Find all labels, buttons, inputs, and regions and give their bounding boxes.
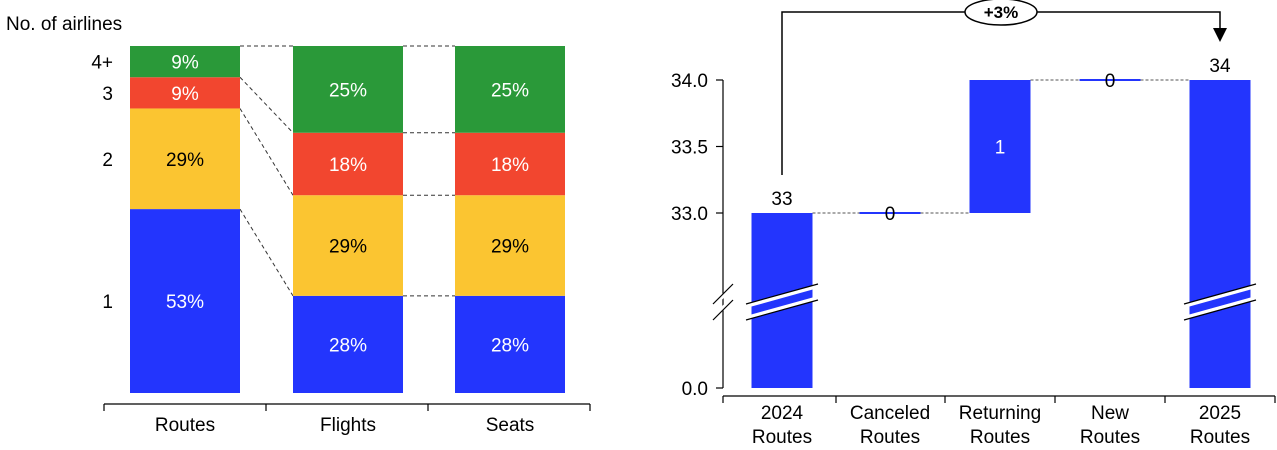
y-tick-label: 0.0 xyxy=(682,379,708,400)
bar-segment-routes-3 xyxy=(130,77,240,109)
bar-segment-seats-2 xyxy=(455,195,565,296)
data-label: 9% xyxy=(171,84,199,105)
series-label-1: 1 xyxy=(102,292,113,313)
x-tick-label: Routes xyxy=(752,427,812,448)
series-label-4plus: 4+ xyxy=(91,53,113,74)
connector-line xyxy=(239,108,294,196)
waterfall-bar-2025-routes xyxy=(1189,80,1251,388)
data-label: 53% xyxy=(166,292,204,313)
x-tick-label: Routes xyxy=(1080,427,1140,448)
change-arrow-head xyxy=(1213,28,1227,42)
x-tick-label: Routes xyxy=(970,427,1030,448)
data-label: 29% xyxy=(329,237,367,258)
waterfall-value-label: 34 xyxy=(1209,56,1231,77)
bar-segment-seats-4plus xyxy=(455,46,565,133)
x-tick-label: Routes xyxy=(155,415,215,436)
change-bubble xyxy=(964,0,1038,26)
x-tick-label: Canceled xyxy=(850,403,930,424)
axis-break-gap xyxy=(711,296,735,320)
y-tick-label: 33.5 xyxy=(671,138,708,159)
data-label: 29% xyxy=(491,237,529,258)
bar-segment-flights-3 xyxy=(293,132,403,196)
x-tick-label: Routes xyxy=(1190,427,1250,448)
x-tick-label: Seats xyxy=(486,415,535,436)
x-tick-label: Returning xyxy=(959,403,1041,424)
data-label: 25% xyxy=(329,80,367,101)
bar-segment-seats-1 xyxy=(455,295,565,393)
data-label: 18% xyxy=(329,155,367,176)
waterfall-value-label: 0 xyxy=(1105,71,1116,92)
waterfall-value-label: 0 xyxy=(885,204,896,225)
axis-break-mark xyxy=(712,283,734,305)
axis-break-gap xyxy=(745,284,819,308)
axis-break-gap xyxy=(1183,284,1257,308)
connector-line xyxy=(239,76,294,134)
axis-break-mark xyxy=(1183,283,1257,305)
waterfall-bar-returning-routes xyxy=(969,80,1031,213)
bar-segment-seats-3 xyxy=(455,132,565,196)
series-label-3: 3 xyxy=(102,84,113,105)
x-tick-label: Routes xyxy=(860,427,920,448)
y-axis-title: No. of airlines xyxy=(6,14,122,35)
data-label: 28% xyxy=(329,335,367,356)
axis-break-gap xyxy=(745,296,819,320)
x-tick-label: 2025 xyxy=(1199,403,1241,424)
connector-line xyxy=(239,208,294,297)
x-tick-label: Flights xyxy=(320,415,376,436)
bar-segment-flights-4plus xyxy=(293,46,403,133)
axis-break-mark xyxy=(712,299,734,321)
axis-break-gap xyxy=(711,284,735,308)
waterfall-value-label: 1 xyxy=(995,138,1006,159)
x-tick-label: 2024 xyxy=(761,403,804,424)
axis-break-gap xyxy=(1183,296,1257,320)
bar-segment-flights-1 xyxy=(293,295,403,393)
data-label: 29% xyxy=(166,150,204,171)
waterfall-value-label: 33 xyxy=(771,189,792,210)
axis-break-mark xyxy=(1183,299,1257,321)
series-label-2: 2 xyxy=(102,150,113,171)
x-tick-label: New xyxy=(1091,403,1129,424)
axis-break-mark xyxy=(745,299,819,321)
bar-segment-routes-1 xyxy=(130,209,240,393)
waterfall-bar-canceled-routes xyxy=(859,212,921,214)
bar-segment-routes-2 xyxy=(130,108,240,210)
change-bubble-label: +3% xyxy=(984,3,1019,22)
waterfall-bar-new-routes xyxy=(1079,79,1141,81)
data-label: 9% xyxy=(171,53,199,74)
data-label: 18% xyxy=(491,155,529,176)
y-tick-label: 34.0 xyxy=(671,71,708,92)
y-tick-label: 33.0 xyxy=(671,204,708,225)
axis-break-mark xyxy=(745,283,819,305)
bar-segment-flights-2 xyxy=(293,195,403,296)
data-label: 25% xyxy=(491,80,529,101)
data-label: 28% xyxy=(491,335,529,356)
bar-segment-routes-4plus xyxy=(130,46,240,78)
